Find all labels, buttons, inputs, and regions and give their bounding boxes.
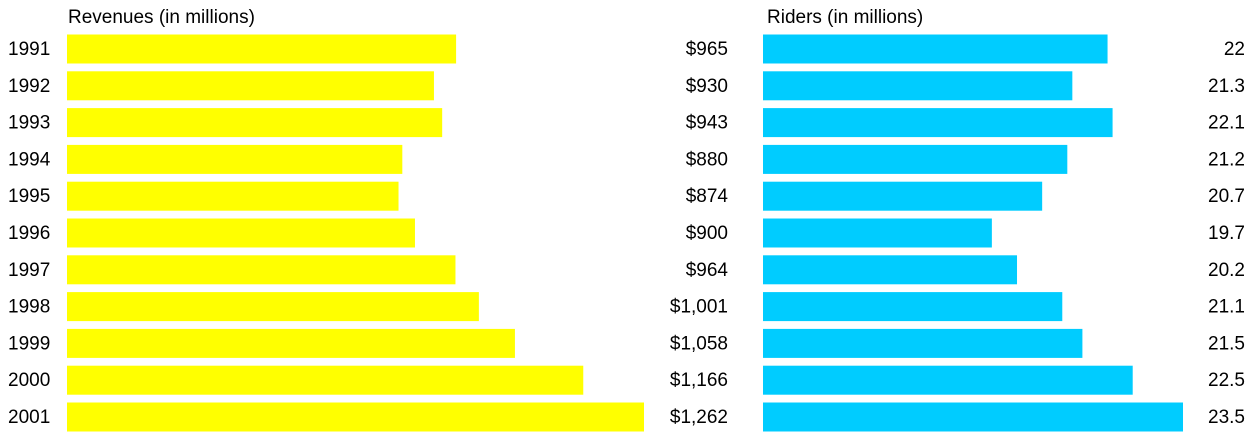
y-tick-label: 1997 — [8, 260, 50, 281]
bar — [67, 328, 515, 358]
y-tick-label: 1999 — [8, 333, 50, 354]
value-label: 21.1 — [1208, 297, 1245, 318]
value-label: $964 — [686, 260, 729, 281]
bar — [67, 292, 479, 322]
y-tick-label: 1992 — [8, 76, 50, 97]
bar — [67, 255, 456, 285]
value-label: 23.5 — [1208, 407, 1245, 428]
value-label: $874 — [686, 186, 729, 207]
bar — [763, 144, 1068, 174]
value-label: $943 — [686, 113, 728, 134]
y-tick-label: 1995 — [8, 186, 50, 207]
bar — [67, 365, 584, 395]
value-label: 20.7 — [1208, 186, 1245, 207]
bar — [763, 71, 1073, 101]
value-label: $930 — [686, 76, 728, 97]
chart-title: Revenues (in millions) — [68, 7, 255, 28]
value-label: $900 — [686, 223, 728, 244]
value-label: $880 — [686, 149, 728, 170]
bar — [763, 292, 1063, 322]
bar — [67, 144, 403, 174]
value-label: $965 — [686, 39, 728, 60]
y-tick-label: 1991 — [8, 39, 50, 60]
value-label: $1,001 — [670, 297, 728, 318]
value-label: 19.7 — [1208, 223, 1245, 244]
chart-title: Riders (in millions) — [767, 7, 923, 28]
bar — [763, 108, 1113, 138]
bar — [67, 218, 415, 248]
bar — [67, 181, 399, 211]
bar — [67, 108, 443, 138]
bar — [67, 402, 644, 432]
value-label: 21.5 — [1208, 333, 1245, 354]
value-label: 22.1 — [1208, 113, 1245, 134]
bar — [763, 218, 992, 248]
bar — [763, 328, 1083, 358]
y-tick-label: 1994 — [8, 149, 51, 170]
bar — [763, 181, 1043, 211]
y-tick-label: 1993 — [8, 113, 50, 134]
bar — [763, 365, 1133, 395]
bar — [67, 71, 434, 101]
y-tick-label: 2001 — [8, 407, 50, 428]
value-label: 21.2 — [1208, 149, 1245, 170]
value-label: 20.2 — [1208, 260, 1245, 281]
value-label: 21.3 — [1208, 76, 1245, 97]
value-label: 22.5 — [1208, 370, 1245, 391]
value-label: $1,058 — [670, 333, 728, 354]
bar — [763, 34, 1108, 64]
bar — [67, 34, 457, 64]
value-label: $1,166 — [670, 370, 728, 391]
y-tick-label: 2000 — [8, 370, 50, 391]
bar — [763, 255, 1018, 285]
y-tick-label: 1998 — [8, 297, 50, 318]
y-tick-label: 1996 — [8, 223, 50, 244]
bar — [763, 402, 1183, 432]
value-label: 22 — [1224, 39, 1245, 60]
value-label: $1,262 — [670, 407, 728, 428]
